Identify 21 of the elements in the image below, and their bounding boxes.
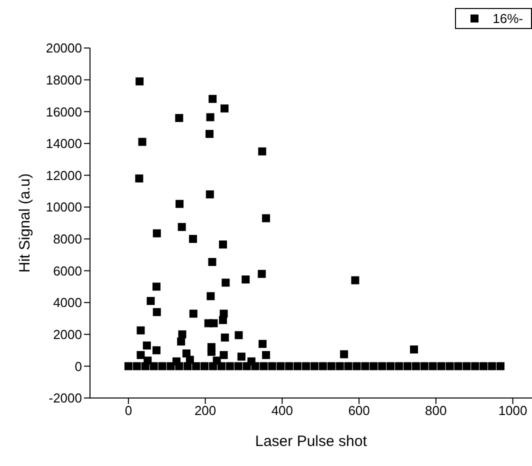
y-tick-label: 6000 (53, 263, 82, 278)
x-tick-label: 200 (194, 403, 216, 418)
y-tick-label: 20000 (46, 40, 82, 56)
x-tick-label: 400 (271, 403, 294, 418)
legend-label: 16%- (492, 11, 523, 26)
y-tick-label: 0 (74, 358, 82, 374)
x-tick-label: 800 (425, 403, 447, 418)
x-axis-title: Laser Pulse shot (255, 433, 368, 450)
y-tick-label: 18000 (46, 72, 82, 88)
y-tick-label: 4000 (53, 295, 82, 310)
y-tick-label: 2000 (53, 326, 82, 342)
y-tick-label: -2000 (48, 390, 82, 406)
x-tick-label: 0 (124, 403, 132, 418)
y-tick-label: 10000 (46, 200, 82, 215)
y-tick-label: 8000 (53, 232, 82, 247)
x-tick-label: 600 (348, 403, 370, 418)
y-tick-label: 16000 (46, 104, 82, 120)
x-tick-label: 1000 (498, 403, 528, 418)
y-axis-title: Hit Signal (a.u) (16, 173, 34, 273)
y-tick-label: 14000 (46, 136, 82, 152)
y-tick-label: 12000 (46, 168, 82, 183)
